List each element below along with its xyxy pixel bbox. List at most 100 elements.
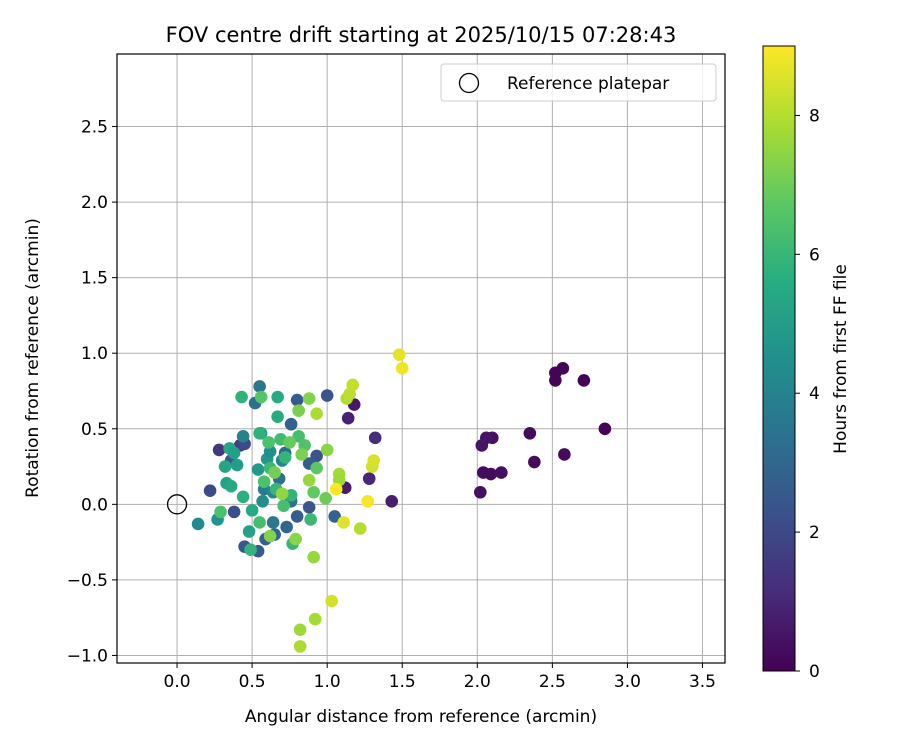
y-tick-label: 0.0 [81, 495, 108, 515]
data-point [292, 430, 305, 443]
y-tick-label: 1.5 [81, 269, 108, 289]
data-point [302, 392, 316, 405]
y-tick-label: 1.0 [81, 344, 108, 364]
colorbar-gradient [762, 45, 796, 672]
colorbar: 0 2 4 6 8 Hours from first FF file [762, 45, 851, 682]
data-point [253, 516, 266, 529]
data-point [280, 520, 293, 534]
legend-box [440, 63, 717, 102]
data-point [307, 550, 320, 564]
data-point [203, 484, 217, 498]
y-tick-label: 0.5 [81, 420, 108, 440]
data-point [253, 427, 266, 440]
data-point [385, 495, 399, 508]
data-point [302, 473, 316, 487]
x-axis-label: Angular distance from reference (arcmin) [245, 707, 597, 727]
data-point [528, 455, 541, 469]
data-point [295, 448, 308, 461]
data-point [257, 475, 271, 488]
data-point [227, 505, 241, 519]
data-point [307, 485, 320, 499]
colorbar-label: Hours from first FF file [831, 264, 851, 454]
data-point [293, 640, 307, 653]
chart-title: FOV centre drift starting at 2025/10/15 … [166, 23, 677, 47]
data-point [328, 510, 341, 523]
data-point [224, 479, 238, 493]
plot-frame [116, 53, 726, 664]
reference-platepar-point [166, 494, 188, 515]
data-point [284, 417, 298, 431]
data-point [319, 491, 332, 505]
data-point [271, 410, 284, 423]
y-tick-label: −0.5 [67, 571, 108, 591]
data-point [254, 390, 268, 404]
x-tick-label: 3.5 [689, 672, 716, 692]
data-point [268, 466, 281, 479]
data-point [337, 516, 350, 529]
x-tick-label: 1.0 [314, 672, 341, 692]
colorbar-tick-label: 8 [809, 106, 820, 126]
data-point [310, 407, 323, 420]
data-point [266, 516, 280, 529]
data-point [325, 594, 338, 608]
y-tick-label: 2.5 [81, 118, 108, 138]
data-point [549, 374, 562, 387]
data-point [262, 436, 275, 449]
data-point [271, 390, 284, 404]
colorbar-tick-label: 0 [809, 662, 820, 682]
legend-label-reference-platepar: Reference platepar [507, 74, 669, 94]
data-point [235, 390, 248, 404]
data-point [473, 485, 487, 499]
data-point [558, 448, 571, 461]
x-tick-label: 0.5 [239, 672, 266, 692]
data-point [329, 482, 343, 496]
data-point [368, 431, 382, 445]
data-point [523, 427, 537, 440]
data-point [598, 422, 612, 436]
data-point [302, 501, 316, 514]
data-point [395, 362, 409, 375]
data-point [245, 504, 259, 517]
data-point [367, 454, 381, 467]
data-point [236, 430, 250, 443]
data-point [346, 378, 359, 392]
data-point [290, 393, 304, 407]
x-tick-label: 2.5 [539, 672, 566, 692]
data-point [218, 460, 232, 473]
x-tick-label: 0.0 [164, 672, 191, 692]
data-point [236, 490, 250, 504]
reference-marker [166, 494, 188, 515]
data-point [244, 543, 257, 556]
data-point [256, 495, 269, 508]
data-point [289, 532, 302, 546]
data-point [341, 411, 355, 425]
data-point [191, 517, 205, 531]
data-point [304, 513, 317, 526]
y-tick-label: 2.0 [81, 193, 108, 213]
data-point [290, 510, 304, 523]
data-point [361, 495, 375, 508]
data-point [320, 389, 334, 402]
data-point [310, 461, 323, 475]
grid-lines [117, 54, 725, 663]
x-tick-label: 1.5 [389, 672, 416, 692]
data-point [556, 362, 570, 375]
legend: Reference platepar [440, 63, 717, 102]
colorbar-ticks: 0 2 4 6 8 [795, 106, 820, 682]
data-point [275, 487, 289, 501]
data-point [392, 348, 406, 362]
data-point [292, 404, 305, 417]
data-point [484, 467, 498, 481]
data-point [577, 374, 591, 387]
legend-marker-open-circle-icon [458, 72, 480, 94]
data-point [495, 466, 508, 479]
data-point [362, 472, 376, 485]
x-tick-label: 3.0 [614, 672, 641, 692]
data-point [283, 436, 296, 449]
data-point [251, 463, 265, 476]
data-point [253, 380, 266, 393]
colorbar-tick-label: 4 [809, 384, 820, 404]
data-point [293, 623, 307, 637]
data-point [214, 505, 227, 519]
